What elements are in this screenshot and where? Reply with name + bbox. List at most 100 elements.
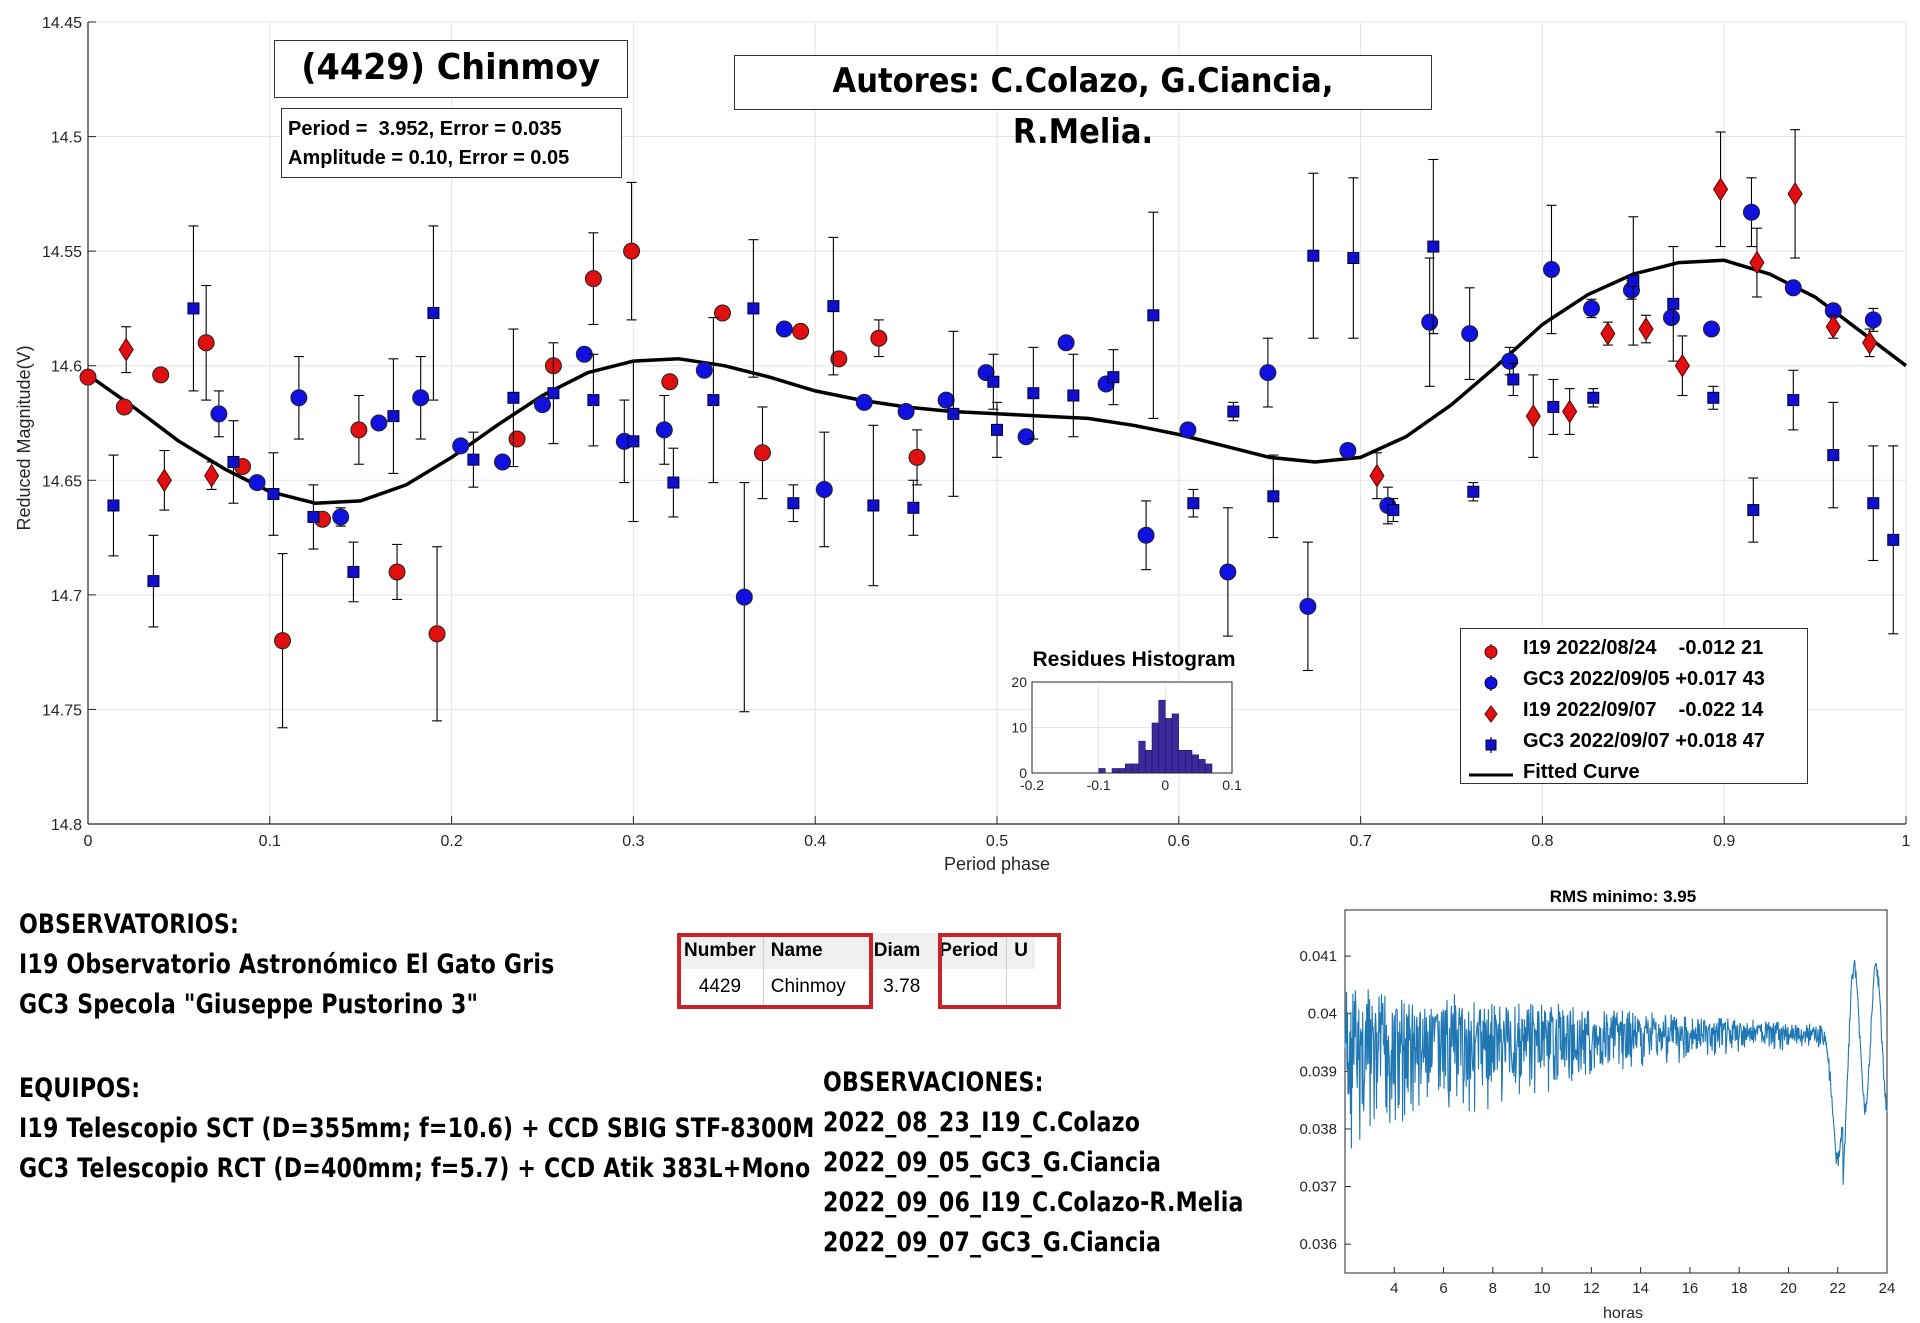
histogram-bar bbox=[1118, 768, 1126, 774]
observatory-line-1: I19 Observatorio Astronómico El Gato Gri… bbox=[19, 949, 555, 980]
observatories-block: OBSERVATORIOS: I19 Observatorio Astronóm… bbox=[19, 905, 554, 1025]
data-point bbox=[1369, 452, 1385, 500]
table-header-name: Name bbox=[770, 940, 823, 961]
periodogram-x-label: horas bbox=[1603, 1305, 1643, 1322]
data-point bbox=[534, 396, 551, 414]
observation-line-1: 2022_08_23_I19_C.Colazo bbox=[823, 1107, 1141, 1138]
data-point bbox=[827, 236, 840, 376]
data-point bbox=[1427, 158, 1440, 335]
histogram-bar bbox=[1151, 722, 1159, 774]
data-point bbox=[290, 355, 308, 440]
legend-red-diamond-marker bbox=[1484, 705, 1498, 723]
histogram-bar bbox=[1111, 768, 1119, 774]
hist-y-tick-label: 20 bbox=[1011, 674, 1027, 690]
histogram-bar bbox=[1125, 763, 1133, 774]
legend-blue-circle-marker bbox=[1484, 676, 1498, 690]
data-point bbox=[347, 541, 360, 603]
data-points bbox=[79, 129, 1900, 729]
data-point bbox=[107, 454, 120, 557]
author-text: Autores: C.Colazo, G.Ciancia, R.Melia. bbox=[832, 61, 1334, 152]
equipment-line-2: GC3 Telescopio RCT (D=400mm; f=5.7) + CC… bbox=[19, 1153, 811, 1184]
histogram-bar bbox=[1171, 713, 1179, 774]
rms-periodogram: 0.036 0.037 0.038 0.039 0.04 0.041 4 6 8 10 12 14 16… bbox=[1299, 887, 1895, 1322]
data-point bbox=[274, 553, 292, 729]
data-point bbox=[427, 225, 440, 401]
asteroid-table: Number Name Diam Period U 4429 Chinmoy 3… bbox=[677, 933, 1061, 1009]
equipment-line-1: I19 Telescopio SCT (D=355mm; f=10.6) + C… bbox=[19, 1113, 815, 1144]
data-point bbox=[655, 394, 673, 465]
y-tick-label: 14.75 bbox=[42, 702, 82, 719]
x-tick-label: 0.2 bbox=[440, 833, 462, 850]
table-cell-diam: 3.78 bbox=[883, 976, 921, 997]
data-point bbox=[855, 393, 873, 411]
y-tick-label: 14.45 bbox=[42, 15, 82, 32]
data-point bbox=[152, 366, 170, 384]
period-text: Period = 3.952, Error = 0.035 bbox=[288, 118, 562, 140]
x-tick-label: 0.5 bbox=[986, 833, 1008, 850]
data-point bbox=[197, 284, 215, 401]
table-header-number: Number bbox=[677, 933, 764, 969]
data-point bbox=[388, 543, 406, 600]
data-point bbox=[1562, 388, 1578, 436]
data-point bbox=[118, 326, 134, 374]
data-point bbox=[1638, 314, 1654, 344]
data-point bbox=[1179, 421, 1197, 439]
rms-x-tick-label: 8 bbox=[1489, 1280, 1497, 1297]
data-point bbox=[1662, 309, 1680, 327]
data-point bbox=[412, 355, 430, 440]
x-tick-label: 0 bbox=[84, 833, 93, 850]
observation-line-3: 2022_09_06_I19_C.Colazo-R.Melia bbox=[823, 1187, 1244, 1218]
data-point bbox=[753, 406, 771, 500]
data-point bbox=[494, 453, 512, 471]
rms-y-tick-label: 0.04 bbox=[1308, 1006, 1337, 1023]
data-point bbox=[1827, 401, 1840, 509]
data-point bbox=[947, 330, 960, 497]
amplitude-text: Amplitude = 0.10, Error = 0.05 bbox=[288, 147, 570, 169]
data-point bbox=[1712, 131, 1729, 248]
period-box: Period = 3.952, Error = 0.035 Amplitude … bbox=[281, 108, 622, 178]
legend: I19 2022/08/24 -0.012 21 GC3 2022/09/05 … bbox=[1460, 628, 1808, 784]
data-point bbox=[1627, 216, 1640, 346]
data-point bbox=[908, 429, 926, 486]
chart-grid bbox=[87, 21, 1907, 825]
data-point bbox=[1867, 445, 1880, 562]
data-point bbox=[1862, 328, 1878, 358]
data-point bbox=[452, 437, 470, 455]
data-point bbox=[227, 420, 240, 504]
table-highlight-right bbox=[938, 933, 1061, 1009]
data-point bbox=[210, 390, 228, 438]
data-point bbox=[747, 239, 760, 378]
data-point bbox=[1674, 335, 1690, 397]
rms-x-tick-label: 16 bbox=[1682, 1280, 1699, 1297]
data-point bbox=[1387, 498, 1400, 523]
histogram-bar bbox=[1158, 699, 1166, 774]
data-point bbox=[1887, 445, 1900, 635]
data-point bbox=[897, 403, 915, 421]
y-tick-label: 14.7 bbox=[51, 588, 82, 605]
data-point bbox=[661, 373, 679, 391]
legend-markers bbox=[1469, 644, 1513, 777]
data-point bbox=[307, 484, 320, 550]
data-point bbox=[79, 368, 97, 386]
data-point bbox=[1749, 227, 1765, 298]
x-tick-label: 1 bbox=[1902, 833, 1911, 850]
histogram-bar bbox=[1205, 763, 1213, 774]
data-point bbox=[907, 479, 920, 536]
periodogram-frame bbox=[1344, 909, 1888, 1274]
data-point bbox=[1057, 334, 1075, 352]
legend-entry-2: GC3 2022/09/05 +0.017 43 bbox=[1523, 668, 1765, 690]
data-point bbox=[115, 398, 133, 416]
data-point bbox=[987, 353, 1000, 410]
data-point bbox=[707, 317, 720, 484]
data-point bbox=[1107, 349, 1120, 406]
data-point bbox=[867, 424, 880, 587]
rms-line bbox=[1344, 959, 1888, 1185]
histogram-title: Residues Histogram bbox=[1032, 648, 1235, 671]
hist-y-tick-label: 10 bbox=[1011, 720, 1027, 736]
data-point bbox=[1187, 488, 1200, 518]
x-tick-label: 0.9 bbox=[1713, 833, 1735, 850]
data-point bbox=[713, 304, 731, 322]
data-point bbox=[830, 350, 848, 368]
data-point bbox=[1825, 314, 1841, 339]
observation-line-4: 2022_09_07_GC3_G.Ciancia bbox=[823, 1227, 1162, 1258]
